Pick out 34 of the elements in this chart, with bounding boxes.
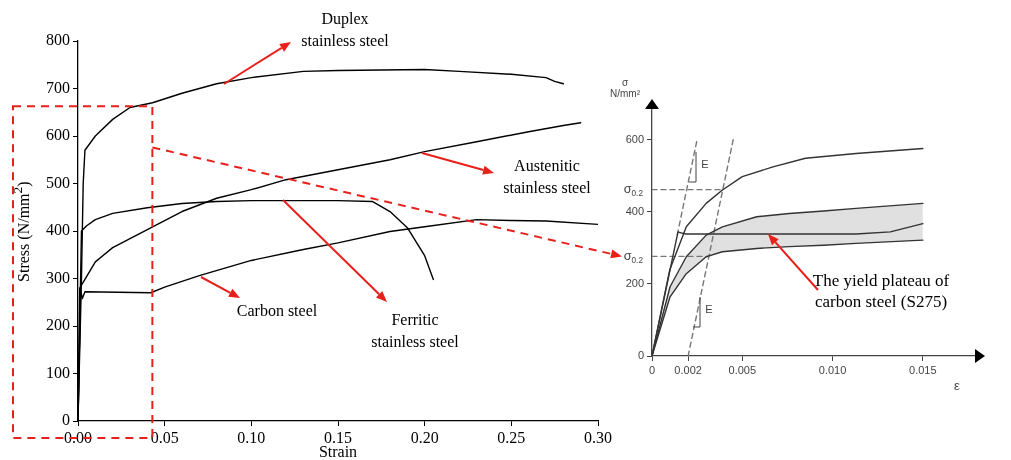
- x-tick-label: 0.25: [497, 428, 526, 446]
- y-axis-title: σ N/mm²: [610, 77, 640, 99]
- y-tick-label: 100: [46, 363, 70, 381]
- x-axis-title: ε: [953, 378, 961, 395]
- y-tick-label: 800: [46, 31, 70, 49]
- annotation: The yield plateau of carbon steel (S275): [811, 270, 951, 313]
- y-tick-label: 600: [625, 132, 644, 145]
- x-tick-label: 0: [648, 363, 656, 376]
- annotation: E: [704, 303, 714, 317]
- x-tick-label: 0.10: [237, 428, 266, 446]
- x-tick-label: 0.05: [150, 428, 179, 446]
- x-tick-label: 0.002: [674, 363, 702, 376]
- x-tick-label: 0.010: [818, 363, 847, 376]
- x-tick-label: 0.005: [728, 363, 757, 376]
- y-tick-label: 0: [637, 349, 644, 362]
- y-tick-label: 200: [625, 276, 644, 289]
- y-tick-label: 200: [46, 316, 70, 334]
- y-tick-label: 300: [46, 268, 70, 286]
- x-tick-label: 0.15: [324, 428, 352, 446]
- text: Ferritic stainless steel: [370, 310, 460, 353]
- x-tick-label: 0.015: [909, 363, 937, 376]
- y-tick-label: 400: [625, 204, 644, 217]
- y-tick-label: 500: [46, 173, 70, 191]
- y-tick-label: 400: [46, 221, 70, 239]
- x-tick-label: 0.30: [584, 428, 612, 446]
- annotation: E: [700, 158, 710, 172]
- text: Carbon steel: [235, 301, 319, 321]
- y-tick-label: 600: [46, 126, 70, 144]
- y-tick-label: 0: [62, 411, 70, 429]
- series-label: Austenitic stainless steel: [502, 156, 592, 199]
- series-label: Duplex stainless steel: [300, 9, 390, 52]
- y-tick-label: 700: [46, 78, 70, 96]
- x-tick-label: 0.20: [410, 428, 439, 446]
- x-axis-title: Strain: [317, 443, 359, 460]
